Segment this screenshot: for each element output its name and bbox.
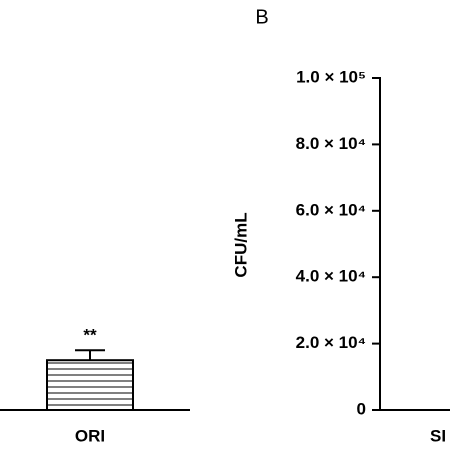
y-tick-label: 0 xyxy=(357,399,366,418)
y-tick-label: 2.0 × 10⁴ xyxy=(296,333,366,352)
x-tick-label: SI xyxy=(430,426,446,445)
significance: ** xyxy=(83,326,97,345)
bar xyxy=(46,359,134,412)
y-tick-label: 1.0 × 10⁵ xyxy=(296,67,366,86)
panel-label: B xyxy=(255,6,268,28)
y-tick-label: 8.0 × 10⁴ xyxy=(296,134,366,153)
x-tick-label: ORI xyxy=(75,426,105,445)
y-tick-label: 4.0 × 10⁴ xyxy=(296,267,366,286)
y-tick-label: 6.0 × 10⁴ xyxy=(296,200,366,219)
y-axis-label: CFU/mL xyxy=(231,212,250,277)
